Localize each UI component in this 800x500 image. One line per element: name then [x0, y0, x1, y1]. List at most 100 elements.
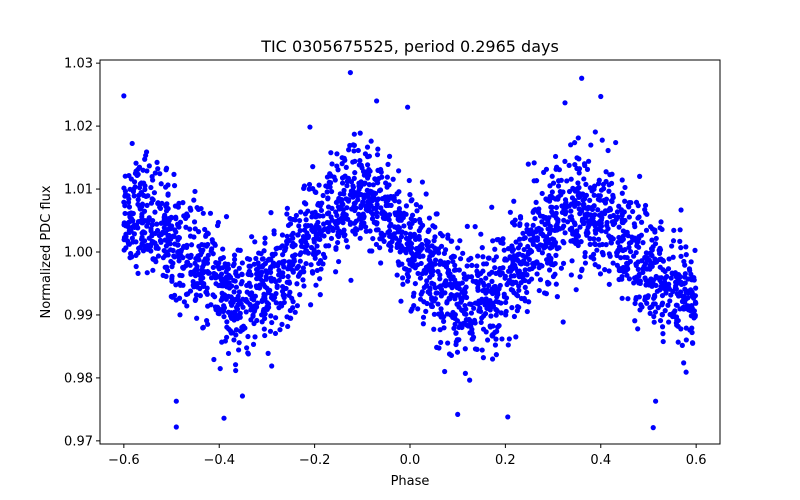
data-point	[582, 212, 588, 218]
data-point	[157, 171, 163, 177]
data-point	[579, 75, 585, 81]
data-point	[365, 193, 371, 199]
data-point	[426, 227, 432, 233]
data-point	[190, 279, 196, 285]
data-point	[624, 265, 630, 271]
data-point	[567, 226, 573, 232]
data-point	[673, 279, 679, 285]
data-point	[420, 321, 426, 327]
data-point	[252, 239, 258, 245]
data-point	[294, 281, 300, 287]
data-point	[301, 200, 308, 206]
data-point	[188, 269, 194, 275]
data-point	[171, 183, 178, 189]
data-point	[131, 231, 137, 237]
data-point	[171, 233, 177, 240]
data-point	[256, 285, 263, 291]
data-point	[356, 216, 362, 222]
data-point	[576, 166, 583, 172]
data-point	[665, 266, 672, 272]
data-point	[646, 282, 652, 288]
data-point	[582, 250, 588, 256]
data-point	[415, 306, 421, 312]
data-point	[555, 183, 562, 189]
x-tick-label: 0.6	[686, 453, 707, 468]
data-point	[320, 261, 326, 267]
data-point	[610, 260, 616, 266]
data-point	[301, 283, 307, 289]
data-point	[242, 325, 248, 331]
data-point	[305, 234, 311, 240]
data-point	[347, 219, 354, 226]
data-point	[534, 271, 540, 277]
data-point	[631, 221, 637, 227]
data-point	[358, 162, 364, 168]
data-point	[286, 259, 292, 265]
data-point	[379, 196, 386, 202]
data-point	[683, 244, 689, 250]
data-point	[239, 393, 246, 399]
data-point	[383, 180, 389, 186]
data-point	[648, 252, 655, 258]
data-point	[312, 224, 319, 230]
data-point	[517, 236, 523, 242]
data-point	[150, 256, 156, 262]
data-point	[491, 284, 497, 290]
data-point	[268, 257, 274, 263]
data-point	[470, 334, 477, 340]
data-point	[281, 264, 287, 270]
data-point	[622, 198, 628, 204]
data-point	[225, 350, 232, 357]
data-point	[469, 262, 475, 268]
data-point	[453, 341, 459, 348]
data-point	[587, 236, 593, 242]
data-point	[351, 220, 358, 226]
data-point	[308, 302, 314, 308]
y-tick-label: 1.02	[64, 120, 93, 135]
data-point	[268, 295, 275, 301]
data-point	[273, 300, 279, 306]
data-point	[391, 233, 397, 239]
data-point	[483, 261, 490, 267]
data-point	[300, 265, 306, 271]
x-tick-label: −0.2	[299, 453, 331, 468]
data-point	[276, 267, 282, 274]
data-point	[136, 164, 143, 170]
data-point	[158, 239, 164, 245]
data-point	[233, 327, 240, 333]
data-point	[381, 215, 387, 221]
data-point	[326, 179, 332, 185]
data-point	[390, 176, 396, 182]
data-point	[290, 235, 296, 241]
data-point	[233, 304, 240, 311]
data-point	[688, 271, 694, 277]
data-point	[689, 277, 695, 283]
data-point	[219, 339, 225, 345]
data-point	[155, 200, 161, 207]
data-point	[441, 325, 447, 331]
data-point	[139, 234, 145, 240]
data-point	[589, 188, 595, 194]
data-point	[297, 292, 303, 298]
data-point	[322, 254, 328, 260]
y-tick-label: 1.01	[64, 183, 93, 198]
data-point	[595, 181, 602, 187]
data-point	[526, 279, 532, 285]
data-point	[431, 326, 437, 332]
data-point	[681, 360, 687, 366]
data-point	[657, 287, 663, 293]
data-point	[423, 191, 429, 197]
data-point	[342, 157, 348, 163]
data-point	[394, 272, 400, 278]
data-point	[265, 350, 271, 356]
data-point	[141, 208, 148, 214]
data-point	[290, 262, 296, 268]
data-point	[643, 250, 649, 256]
data-point	[489, 204, 495, 210]
data-point	[237, 247, 243, 253]
data-point	[435, 246, 442, 252]
data-point	[227, 274, 234, 280]
data-point	[302, 211, 309, 217]
data-point	[177, 272, 183, 278]
